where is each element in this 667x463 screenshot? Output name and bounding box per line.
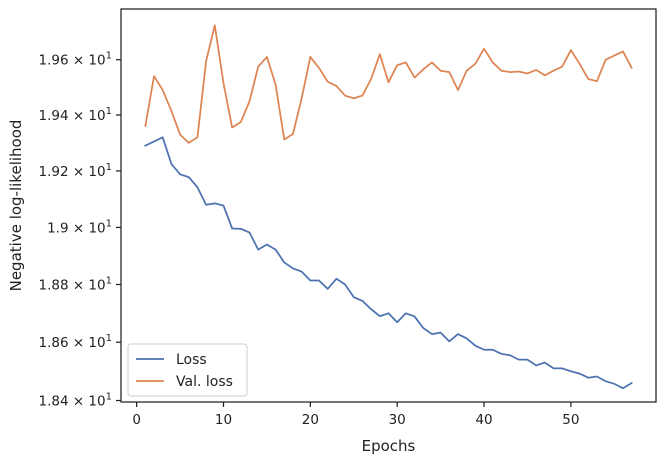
legend-box — [127, 343, 248, 397]
x-tick-label: 20 — [302, 412, 319, 428]
legend: Loss Val. loss — [127, 343, 248, 397]
x-axis: 0 10 20 30 40 50 — [132, 402, 579, 428]
y-axis: 1.84 × 101 1.86 × 101 1.88 × 101 1.9 × 101 1… — [38, 51, 121, 410]
x-tick-label: 30 — [389, 412, 406, 428]
x-tick-label: 10 — [215, 412, 232, 428]
series-line-val-loss — [144, 24, 633, 144]
plot-frame — [120, 8, 657, 403]
series-line-loss — [144, 136, 633, 390]
legend-label-loss: Loss — [176, 352, 207, 368]
y-tick-label: 1.88 × 101 — [38, 276, 112, 294]
y-tick-label: 1.94 × 101 — [38, 106, 112, 124]
y-tick-label: 1.9 × 101 — [47, 218, 112, 236]
y-tick-label: 1.86 × 101 — [38, 333, 112, 351]
series-layer — [144, 24, 633, 390]
y-tick-label: 1.96 × 101 — [38, 51, 112, 69]
x-tick-label: 0 — [132, 412, 141, 428]
y-axis-title: Negative log-likelihood — [7, 120, 25, 292]
x-tick-label: 50 — [562, 412, 579, 428]
y-tick-label: 1.92 × 101 — [38, 162, 112, 180]
legend-label-val-loss: Val. loss — [176, 374, 233, 390]
x-axis-title: Epochs — [362, 437, 416, 455]
y-tick-label: 1.84 × 101 — [38, 392, 112, 410]
x-tick-label: 40 — [475, 412, 492, 428]
